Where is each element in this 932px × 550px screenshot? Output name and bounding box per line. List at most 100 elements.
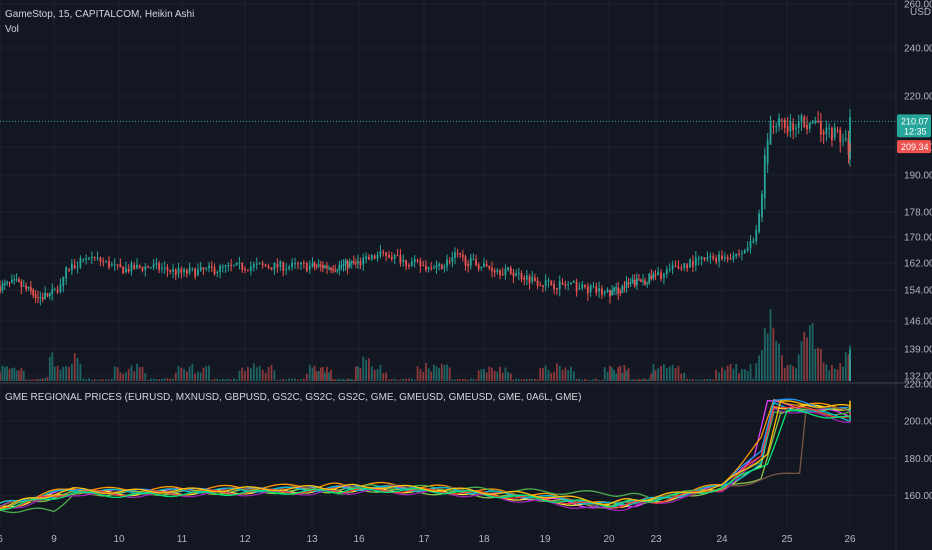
indicator-series-line <box>0 400 851 510</box>
volume-bar <box>507 372 509 381</box>
volume-bar <box>136 363 138 381</box>
candle-body <box>10 279 13 283</box>
candle-body <box>330 267 332 270</box>
volume-bar <box>528 378 531 381</box>
candle-body <box>147 267 149 269</box>
volume-bar <box>432 364 435 381</box>
volume-bar <box>10 368 13 381</box>
candle-body <box>586 286 589 294</box>
volume-bar <box>828 370 831 381</box>
candle-body <box>56 289 59 293</box>
candle-body <box>558 280 561 290</box>
volume-bar <box>520 379 523 381</box>
volume-bar <box>800 341 803 381</box>
candle-body <box>485 264 488 267</box>
candle-body <box>270 267 273 271</box>
candle-body <box>712 256 715 259</box>
volume-bar <box>185 371 188 381</box>
time-tick-label: 24 <box>716 534 728 545</box>
volume-label[interactable]: Vol <box>5 24 19 35</box>
volume-bar <box>836 369 839 381</box>
volume-bar <box>491 367 493 381</box>
candle-body <box>677 266 680 269</box>
volume-bar <box>348 379 351 381</box>
time-axis[interactable]: 6 9 10 11 12 13 16 17 18 19 20 23 24 25 26 <box>0 534 856 545</box>
symbol-title[interactable]: GameStop, 15, CAPITALCOM, Heikin Ashi <box>5 9 195 20</box>
volume-bar <box>575 378 578 381</box>
candle-body <box>362 257 365 265</box>
volume-bar <box>147 379 149 381</box>
volume-bar <box>631 379 634 381</box>
candle-body <box>831 128 833 141</box>
volume-bar <box>308 364 311 381</box>
volume-bar <box>93 379 96 381</box>
volume-bar <box>517 378 520 381</box>
volume-bar <box>668 366 671 381</box>
volume-bar <box>122 373 125 381</box>
candle-body <box>127 268 130 272</box>
candle-body <box>723 256 726 259</box>
volume-bar <box>425 363 427 381</box>
volume-bar <box>241 367 244 381</box>
volume-bar <box>833 368 836 381</box>
volume-bar <box>379 364 382 381</box>
volume-bar <box>496 371 499 381</box>
volume-bar <box>578 378 581 381</box>
candle-body <box>456 253 459 255</box>
candle-body <box>334 270 337 272</box>
candle-body <box>435 265 438 268</box>
candle-body <box>393 254 396 259</box>
volume-bar <box>572 371 575 381</box>
candle-body <box>849 129 851 143</box>
volume-bar <box>589 379 592 381</box>
candle-body <box>644 280 647 285</box>
volume-bar <box>783 367 786 381</box>
volume-bar <box>332 379 335 381</box>
volume-bar <box>213 378 216 381</box>
candle-body <box>13 279 16 281</box>
candle-body <box>255 263 258 265</box>
candle-body <box>469 258 472 266</box>
price-tick-label: 190.00 <box>904 171 932 182</box>
volume-bar <box>169 378 172 381</box>
candle-body <box>572 281 575 283</box>
candle-body <box>6 281 9 284</box>
price-tick-label: 154.00 <box>904 286 932 297</box>
price-axis[interactable]: 132.00 139.00 146.00 154.00 162.00 170.00 178.… <box>897 0 932 502</box>
candle-body <box>102 260 105 262</box>
candle-body <box>646 283 649 285</box>
candle-body <box>515 273 518 276</box>
volume-bar <box>174 372 177 381</box>
candle-body <box>683 263 686 268</box>
candle-body <box>627 282 630 284</box>
volume-bar <box>59 369 62 381</box>
candle-body <box>483 263 485 268</box>
volume-bar <box>328 372 330 381</box>
volume-bar <box>814 348 817 381</box>
volume-bar <box>244 371 246 381</box>
price-tick-label: 220.00 <box>904 92 932 103</box>
candle-body <box>44 292 46 300</box>
volume-bar <box>646 379 649 381</box>
countdown-value: 12:35 <box>904 126 927 136</box>
candle-body <box>735 253 738 257</box>
prev-price-tag <box>897 140 931 154</box>
candle-body <box>315 266 318 268</box>
volume-bar <box>844 351 847 381</box>
volume-bar <box>152 378 155 381</box>
volume-bar <box>27 379 30 381</box>
indicator-legend[interactable]: GME REGIONAL PRICES (EURUSD, MXNUSD, GBP… <box>5 392 582 403</box>
candle-body <box>663 273 665 278</box>
volume-bar <box>300 378 302 381</box>
volume-bar <box>567 370 570 381</box>
volume-bar <box>642 378 644 381</box>
volume-bar <box>689 379 691 381</box>
volume-bar <box>110 378 113 381</box>
candle-body <box>665 269 668 275</box>
candle-body <box>570 282 572 285</box>
candle-body <box>323 265 326 268</box>
volume-bar <box>586 379 589 381</box>
volume-bar <box>847 354 850 381</box>
volume-bar <box>0 371 1 381</box>
